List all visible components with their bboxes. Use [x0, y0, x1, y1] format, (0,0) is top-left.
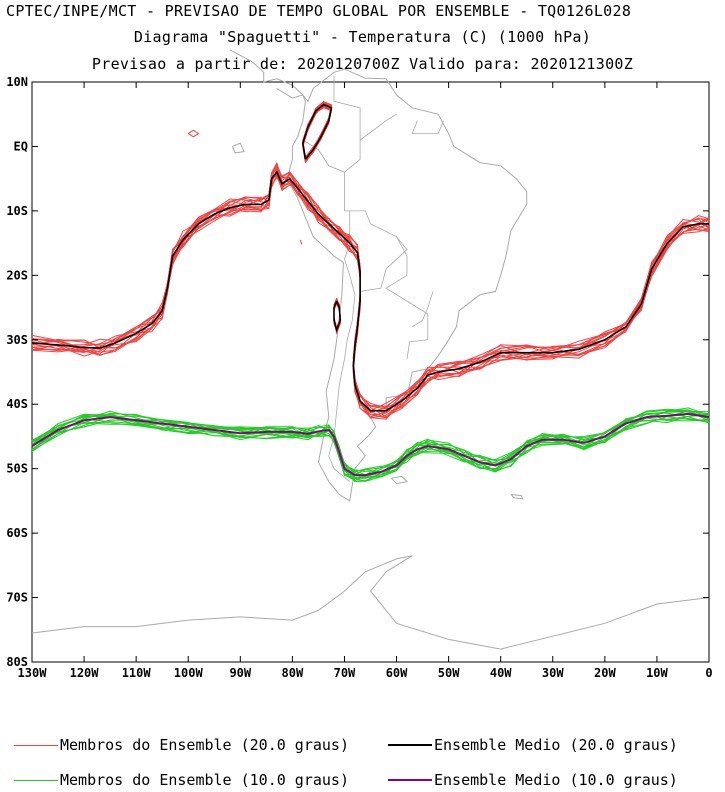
- legend-label-members-20: Membros do Ensemble (20.0 graus): [60, 736, 349, 754]
- lat-tick-label: 40S: [6, 397, 28, 411]
- mean-10-line: [31, 412, 710, 477]
- central-america-coastline: [229, 49, 304, 99]
- country-border: [333, 75, 361, 140]
- lon-tick-label: 50W: [438, 666, 460, 680]
- lat-tick-label: 50S: [6, 462, 28, 476]
- title-line-3: Previsao a partir de: 2020120700Z Valido…: [91, 55, 634, 73]
- legend-swatch-mean-20: [388, 744, 432, 746]
- country-border: [302, 139, 330, 167]
- lat-tick-label: 10N: [6, 75, 28, 89]
- title-line-2: Diagrama "Spaguetti" - Temperatura (C) (…: [133, 28, 592, 46]
- lon-tick-label: 120W: [70, 666, 100, 680]
- legend-swatch-mean-10: [388, 779, 432, 781]
- lat-tick-label: 20S: [6, 268, 28, 282]
- legend-members-10: Membros do Ensemble (10.0 graus): [14, 771, 349, 789]
- legend-label-members-10: Membros do Ensemble (10.0 graus): [60, 771, 349, 789]
- lat-tick-label: 30S: [6, 333, 28, 347]
- lon-tick-label: 110W: [122, 666, 152, 680]
- legend-label-mean-10: Ensemble Medio (10.0 graus): [434, 771, 678, 789]
- country-border: [318, 149, 429, 360]
- legend-mean-10: Ensemble Medio (10.0 graus): [388, 771, 678, 789]
- member-20-blob: [299, 239, 303, 245]
- title-line-1: CPTEC/INPE/MCT - PREVISAO DE TEMPO GLOBA…: [6, 2, 632, 20]
- lon-tick-label: 130W: [18, 666, 48, 680]
- country-border: [328, 259, 356, 482]
- mean-20-line: [31, 170, 709, 412]
- lat-tick-label: 10S: [6, 204, 28, 218]
- lat-tick-label: 70S: [6, 591, 28, 605]
- ensemble-members: [31, 100, 710, 483]
- member-10-line: [31, 410, 710, 477]
- mean-20-island-line: [333, 300, 342, 333]
- lon-tick-label: 70W: [334, 666, 356, 680]
- lon-tick-label: 60W: [386, 666, 408, 680]
- legend-swatch-members-20: [14, 744, 58, 746]
- lon-tick-label: 10W: [646, 666, 668, 680]
- mean-20-island-line: [301, 103, 333, 160]
- ensemble-means: [31, 103, 710, 477]
- lat-tick-label: EQ: [14, 139, 28, 153]
- lon-tick-label: 100W: [174, 666, 204, 680]
- legend-label-mean-20: Ensemble Medio (20.0 graus): [434, 736, 678, 754]
- country-border: [411, 291, 434, 328]
- south-america-coastline: [286, 68, 528, 502]
- member-20-blob: [187, 129, 200, 138]
- lon-tick-label: 20W: [594, 666, 616, 680]
- legend-members-20: Membros do Ensemble (20.0 graus): [14, 736, 349, 754]
- lon-tick-label: 0: [705, 666, 712, 680]
- legend-swatch-members-10: [14, 779, 58, 781]
- lat-tick-label: 60S: [6, 526, 28, 540]
- coastlines: [31, 49, 710, 650]
- lon-tick-label: 40W: [490, 666, 512, 680]
- lat-tick-label: 80S: [6, 655, 28, 669]
- lon-tick-label: 30W: [542, 666, 564, 680]
- map-frame: [31, 81, 710, 663]
- member-10-line: [31, 414, 710, 476]
- antarctica-coastline: [31, 555, 710, 650]
- lon-tick-label: 90W: [229, 666, 251, 680]
- legend-mean-20: Ensemble Medio (20.0 graus): [388, 736, 678, 754]
- falkland-islands: [390, 475, 409, 485]
- south-georgia: [510, 493, 524, 500]
- country-border: [411, 120, 444, 134]
- galapagos: [232, 142, 245, 154]
- country-border: [360, 236, 408, 292]
- lon-tick-label: 80W: [282, 666, 304, 680]
